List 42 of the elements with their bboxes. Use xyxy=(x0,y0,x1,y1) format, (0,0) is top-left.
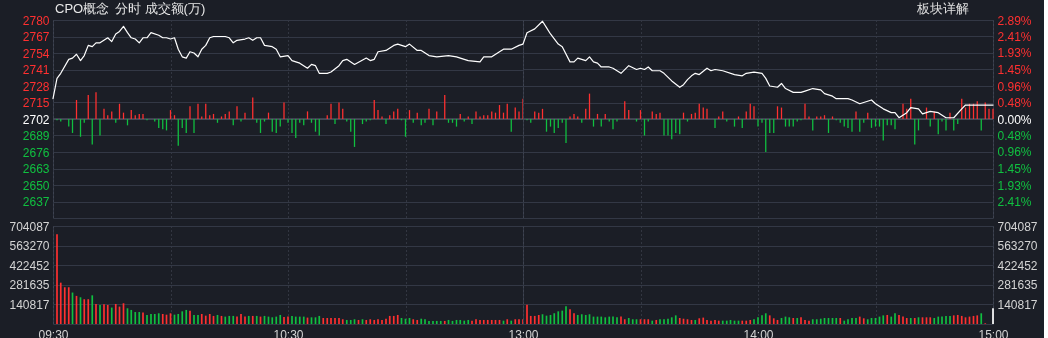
x-tick-label: 15:00 xyxy=(978,327,1009,338)
y2-tick-label: 1.93% xyxy=(997,46,1032,61)
x-tick-label: 09:30 xyxy=(38,327,69,338)
y-tick-label: 2676 xyxy=(22,145,50,160)
y-tick-label: 2754 xyxy=(22,46,50,61)
y2-tick-label: 2.41% xyxy=(997,29,1032,44)
y-tick-label: 140817 xyxy=(9,297,50,312)
y2-tick-label: 1.45% xyxy=(997,62,1032,77)
y2-tick-label: 0.96% xyxy=(997,145,1032,160)
chart-title: CPO概念 xyxy=(55,1,110,16)
y-tick-label: 563270 xyxy=(997,239,1038,254)
y2-tick-label: 2.41% xyxy=(997,195,1032,210)
y-tick-label: 140817 xyxy=(997,297,1038,312)
y2-tick-label: 0.96% xyxy=(997,79,1032,94)
y-tick-label: 422452 xyxy=(997,258,1038,273)
y2-tick-label: 1.93% xyxy=(997,178,1032,193)
chart-subtitle: 分时 成交额(万) xyxy=(115,1,206,16)
x-tick-label: 10:30 xyxy=(273,327,304,338)
y2-tick-label: 0.48% xyxy=(997,96,1032,111)
x-tick-label: 13:00 xyxy=(508,327,539,338)
text: 板块详解 xyxy=(916,1,969,16)
y-tick-label: 2650 xyxy=(22,178,50,193)
y2-tick-label: 2.89% xyxy=(997,13,1032,28)
y-tick-label: 563270 xyxy=(9,239,50,254)
y-tick-label: 704087 xyxy=(9,219,50,234)
y-tick-label: 2767 xyxy=(22,30,50,44)
y-tick-label: 2741 xyxy=(22,63,50,77)
y-tick-label: 422452 xyxy=(9,258,50,273)
y-tick-label: 2715 xyxy=(22,96,50,110)
y-tick-label: 2728 xyxy=(22,79,50,94)
y-tick-label: 281635 xyxy=(997,278,1038,293)
y-tick-label: 2702 xyxy=(22,112,50,127)
y2-tick-label: 0.00% xyxy=(997,112,1032,127)
y2-tick-label: 0.48% xyxy=(997,128,1032,143)
y-tick-label: 2780 xyxy=(22,13,50,28)
y-tick-label: 281635 xyxy=(9,278,50,293)
y-tick-label: 2637 xyxy=(22,195,50,209)
x-tick-label: 14:00 xyxy=(743,327,774,338)
y2-tick-label: 1.45% xyxy=(997,162,1032,177)
y-tick-label: 2663 xyxy=(22,162,50,176)
y-tick-label: 2689 xyxy=(22,129,50,143)
y-tick-label: 704087 xyxy=(997,219,1038,234)
